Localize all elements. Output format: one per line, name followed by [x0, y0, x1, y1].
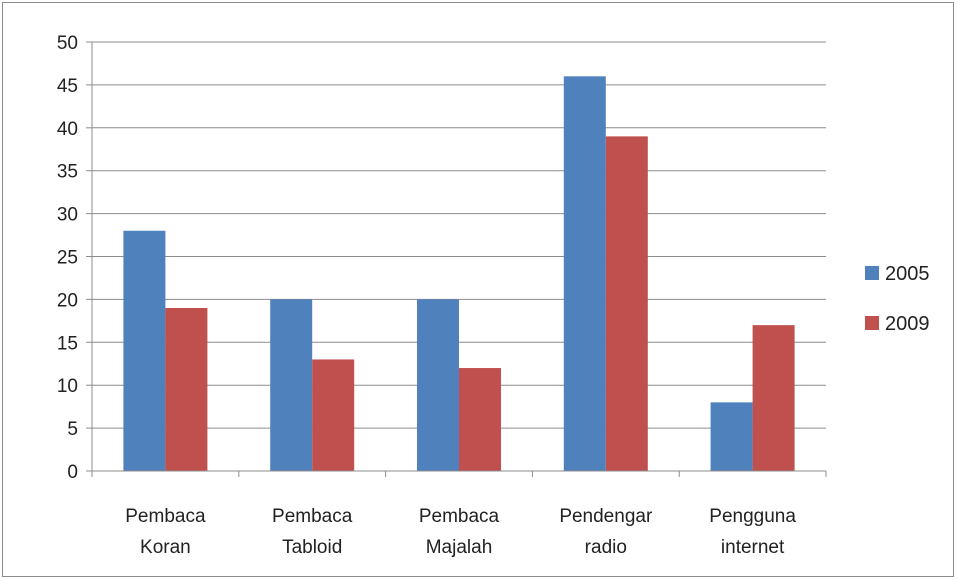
legend-swatch-2005	[865, 266, 879, 280]
bar-2009-1	[312, 359, 355, 471]
legend: 2005 2009	[865, 263, 930, 335]
y-tick-label: 35	[57, 162, 78, 183]
y-tick-label: 50	[57, 33, 78, 54]
bar-2005-3	[563, 76, 606, 471]
x-tick-label: internet	[721, 537, 785, 558]
bar-2009-4	[752, 325, 795, 471]
y-tick-label: 15	[57, 333, 78, 354]
y-tick-label: 25	[57, 248, 78, 269]
x-tick-label: radio	[585, 537, 627, 558]
bar-2005-4	[710, 402, 753, 471]
x-tick-label: Pembaca	[272, 506, 353, 527]
y-tick-label: 30	[57, 205, 78, 226]
axes	[86, 41, 827, 477]
y-axis-ticks: 0 5 10 15 20 25 30 35 40 45 50	[57, 33, 78, 483]
bars	[123, 76, 795, 471]
x-tick-label: Pembaca	[125, 506, 206, 527]
x-tick-label: Tabloid	[282, 537, 342, 558]
x-tick-label: Majalah	[426, 537, 493, 558]
y-tick-label: 20	[57, 290, 78, 311]
y-tick-label: 45	[57, 76, 78, 97]
y-tick-label: 5	[67, 419, 78, 440]
legend-label-2005: 2005	[885, 263, 930, 285]
legend-swatch-2009	[865, 316, 879, 330]
x-tick-label: Pengguna	[709, 506, 796, 527]
x-tick-label: Koran	[140, 537, 191, 558]
legend-label-2009: 2009	[885, 313, 930, 335]
gridlines	[92, 41, 826, 429]
bar-2005-0	[123, 230, 166, 471]
bar-2005-2	[417, 299, 459, 471]
y-tick-label: 40	[57, 119, 78, 140]
x-tick-label: Pembaca	[419, 506, 500, 527]
bar-2009-3	[605, 136, 648, 471]
bar-2005-1	[270, 299, 313, 471]
y-tick-label: 10	[57, 376, 78, 397]
bar-2009-2	[459, 368, 501, 471]
y-tick-label: 0	[67, 462, 78, 483]
x-tick-label: Pendengar	[559, 506, 653, 527]
x-axis-ticks: Pembaca Koran Pembaca Tabloid Pembaca Majalah…	[125, 506, 796, 558]
bar-2009-0	[165, 307, 208, 471]
